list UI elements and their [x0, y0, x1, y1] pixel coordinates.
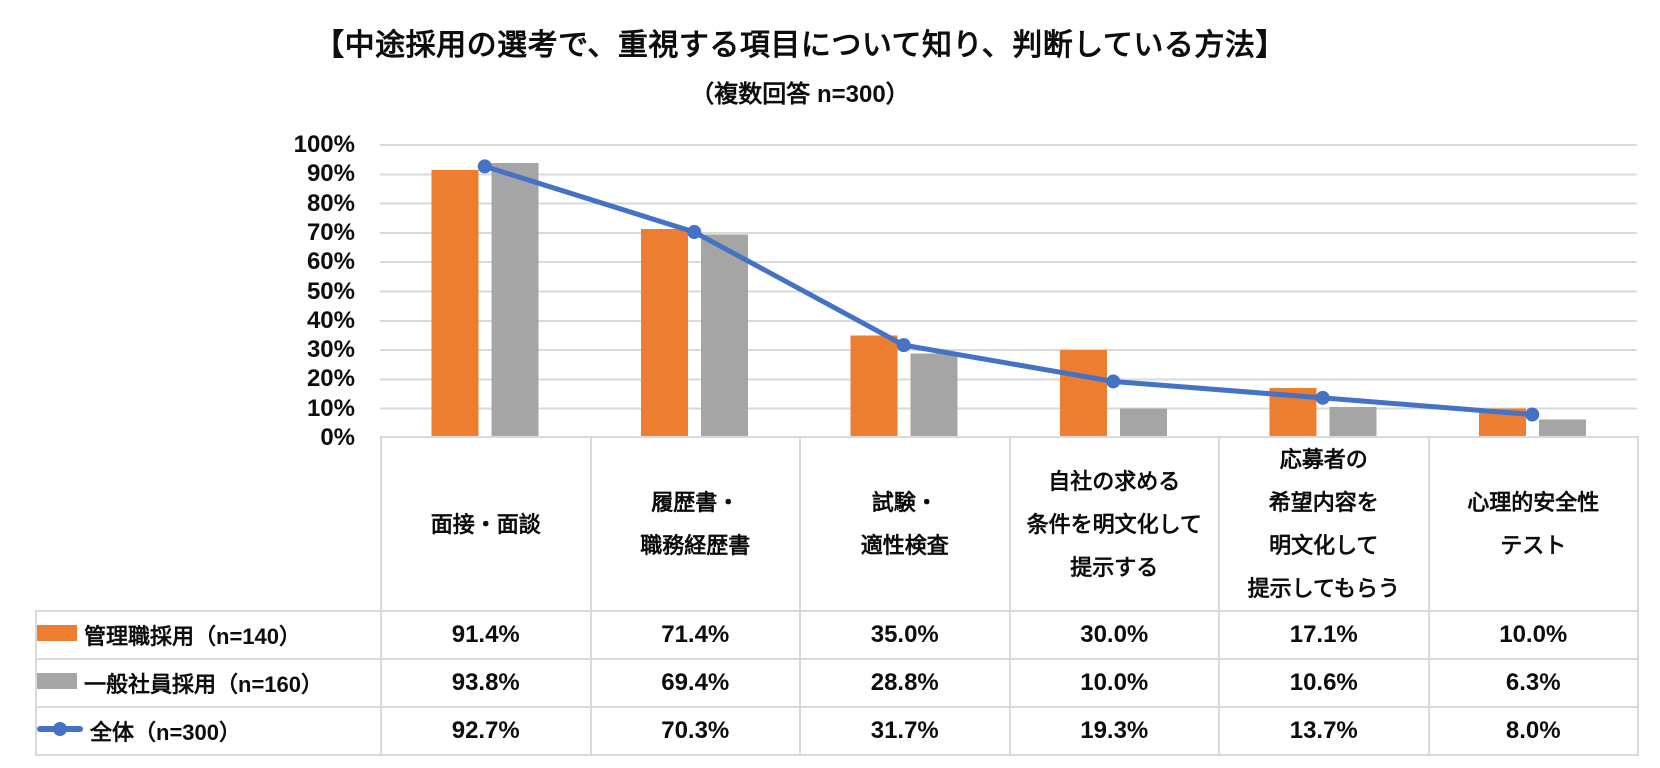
category-label-line: 試験・ [871, 490, 938, 515]
bar-series1-cat5 [1538, 419, 1586, 438]
y-axis-tick-label: 100% [293, 131, 355, 158]
bar-series0-cat0 [431, 170, 479, 438]
legend-label: 全体（n=300） [90, 720, 241, 745]
value-cell-series1-cat0: 93.8% [380, 658, 592, 708]
category-header-0: 面接・面談 [380, 436, 592, 612]
legend-bar-swatch-icon [37, 673, 77, 689]
table-row-series1: 一般社員採用（n=160） 93.8% 69.4% 28.8% 10.0% 10.6% 6.… [35, 658, 1639, 708]
value-cell-series1-cat3: 10.0% [1008, 658, 1220, 708]
category-label-line: 明文化して [1269, 533, 1379, 558]
y-axis-tick-label: 90% [306, 160, 355, 188]
value-cell-series2-cat4: 13.7% [1218, 706, 1430, 756]
y-axis-tick-label: 30% [306, 336, 355, 364]
category-label-line: 希望内容を [1268, 490, 1379, 515]
y-axis-tick-label: 50% [306, 277, 355, 305]
legend-cell-series2: 全体（n=300） [35, 706, 382, 756]
chart-title: 【中途採用の選考で、重視する項目について知り、判断している方法】 [314, 29, 1286, 62]
bar-series1-cat1 [700, 234, 748, 438]
category-label-line: 自社の求める [1048, 468, 1181, 494]
value-cell-series2-cat3: 19.3% [1008, 706, 1220, 756]
total-line [482, 163, 1535, 418]
value-cell-series1-cat4: 10.6% [1218, 658, 1430, 708]
value-cell-series0-cat0: 91.4% [380, 610, 592, 660]
bar-series0-cat3 [1059, 350, 1107, 438]
bar-series1-cat0 [491, 163, 539, 438]
value-cell-series2-cat5: 8.0% [1427, 706, 1639, 756]
category-header-1: 履歴書・ 職務経歴書 [589, 436, 801, 612]
total-line-marker-cat2 [896, 338, 911, 353]
legend-line-marker-icon [53, 722, 67, 736]
value-cell-series0-cat3: 30.0% [1008, 610, 1220, 660]
value-cell-series0-cat5: 10.0% [1427, 610, 1639, 660]
category-header-2: 試験・ 適性検査 [799, 436, 1011, 612]
total-line-marker-cat1 [687, 225, 702, 240]
total-line-marker-cat3 [1106, 374, 1121, 389]
chart-subtitle: （複数回答 n=300） [690, 81, 910, 108]
value-cell-series2-cat1: 70.3% [589, 706, 801, 756]
category-label-line: 心理的安全性 [1467, 490, 1600, 515]
table-corner-spacer [36, 437, 381, 611]
value-cell-series2-cat0: 92.7% [380, 706, 592, 756]
value-cell-series2-cat2: 31.7% [799, 706, 1011, 756]
y-axis-tick-label: 20% [306, 365, 355, 393]
bar-series1-cat4 [1329, 406, 1377, 438]
total-line-marker-cat4 [1315, 390, 1330, 405]
category-header-3: 自社の求める 条件を明文化して 提示する [1008, 436, 1220, 612]
legend-cell-series0: 管理職採用（n=140） [35, 610, 382, 660]
category-label-line: 職務経歴書 [640, 533, 751, 558]
legend-label: 管理職採用（n=140） [84, 624, 301, 649]
y-axis-tick-label: 60% [306, 248, 355, 276]
value-cell-series1-cat5: 6.3% [1427, 658, 1639, 708]
bar-series0-cat1 [640, 228, 688, 438]
value-cell-series1-cat1: 69.4% [589, 658, 801, 708]
value-cell-series0-cat4: 17.1% [1218, 610, 1430, 660]
category-label-line: 提示してもらう [1247, 576, 1400, 601]
y-axis-tick-label: 40% [306, 306, 355, 334]
y-axis-tick-label: 10% [306, 394, 355, 422]
data-table: 面接・面談 履歴書・ 職務経歴書 試験・ 適性検査 自社の求める 条件を明文化して 提示する応… [35, 436, 1639, 756]
table-row-series2: 全体（n=300） 92.7% 70.3% 31.7% 19.3% 13.7% 8.0% [35, 706, 1639, 756]
y-axis-tick-label: 70% [306, 218, 355, 246]
category-label-line: 応募者の [1279, 447, 1368, 472]
category-label-line: 面接・面談 [430, 511, 541, 537]
category-header-row: 面接・面談 履歴書・ 職務経歴書 試験・ 適性検査 自社の求める 条件を明文化して 提示する応… [36, 436, 1639, 612]
category-header-5: 心理的安全性 テスト [1427, 436, 1639, 612]
legend-label: 一般社員採用（n=160） [84, 672, 323, 697]
category-header-4: 応募者の希望内容を明文化して提示してもらう [1218, 436, 1430, 612]
category-label-line: 条件を明文化して [1026, 511, 1202, 537]
value-cell-series1-cat2: 28.8% [799, 658, 1011, 708]
bar-series0-cat2 [850, 335, 898, 438]
category-label-line: 適性検査 [860, 533, 949, 558]
y-axis-tick-label: 0% [320, 424, 355, 451]
category-label-line: 履歴書・ [651, 490, 740, 515]
total-line-marker-cat0 [477, 159, 492, 174]
total-line-marker-cat5 [1525, 407, 1540, 422]
legend-line-swatch-icon [37, 722, 83, 736]
category-label-line: 提示する [1070, 554, 1159, 580]
table-row-series0: 管理職採用（n=140） 91.4% 71.4% 35.0% 30.0% 17.1% 10.… [35, 610, 1639, 660]
category-label-line: テスト [1500, 533, 1567, 558]
legend-bar-swatch-icon [37, 625, 77, 641]
legend-cell-series1: 一般社員採用（n=160） [35, 658, 382, 708]
value-cell-series0-cat1: 71.4% [589, 610, 801, 660]
bar-series1-cat3 [1119, 408, 1167, 438]
value-cell-series0-cat2: 35.0% [799, 610, 1011, 660]
bar-series1-cat2 [910, 353, 958, 438]
y-axis-tick-label: 80% [306, 189, 355, 217]
plot-area [380, 144, 1637, 438]
